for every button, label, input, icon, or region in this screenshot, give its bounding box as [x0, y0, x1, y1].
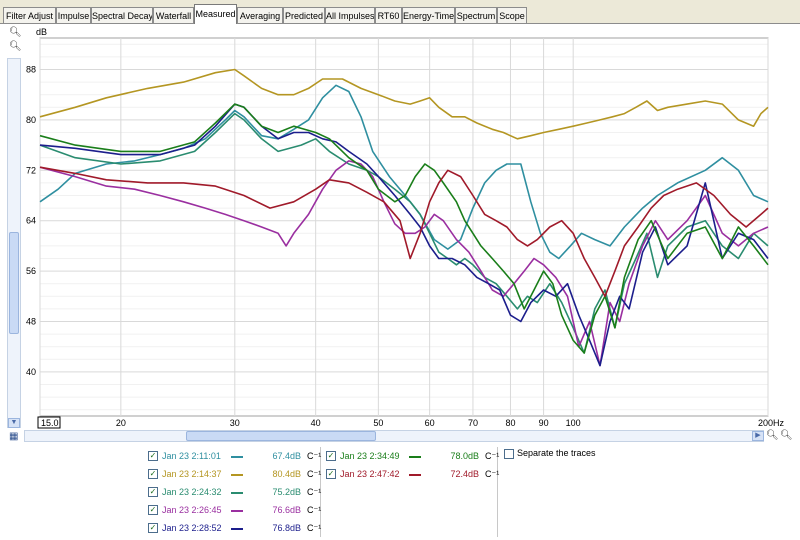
- legend-level-value: 80.4dB: [272, 469, 301, 479]
- legend-unit: C⁻¹: [307, 469, 322, 479]
- legend-swatch: [231, 510, 243, 512]
- separate-traces-label: Separate the traces: [517, 448, 596, 458]
- tab-scope[interactable]: Scope: [497, 7, 527, 23]
- legend-item: ✓ Jan 23 2:26:45 76.6dB C⁻¹: [148, 503, 322, 519]
- h-zoom-in-icon[interactable]: 🔍︎: [766, 430, 779, 441]
- tab-averaging[interactable]: Averaging: [237, 7, 283, 23]
- legend-unit: C⁻¹: [485, 451, 500, 461]
- legend-divider-1: [320, 447, 321, 537]
- x-tick-label: 40: [311, 418, 321, 428]
- legend-unit: C⁻¹: [307, 505, 322, 515]
- legend-level-value: 78.0dB: [450, 451, 479, 461]
- x-tick-box: [37, 416, 61, 429]
- zoom-out-icon[interactable]: 🔍︎: [9, 41, 22, 52]
- trace-visible-checkbox[interactable]: ✓: [148, 469, 158, 479]
- x-tick-label: 200Hz: [758, 418, 785, 428]
- save-icon[interactable]: ▦: [9, 431, 19, 442]
- legend-swatch: [409, 456, 421, 458]
- legend-trace-name: Jan 23 2:47:42: [340, 469, 400, 479]
- horizontal-scroll-thumb[interactable]: [186, 431, 376, 441]
- x-tick-label: 15.0: [41, 418, 59, 428]
- tab-predicted[interactable]: Predicted: [283, 7, 325, 23]
- trace-visible-checkbox[interactable]: ✓: [148, 523, 158, 533]
- tab-waterfall[interactable]: Waterfall: [153, 7, 194, 23]
- x-tick-labels: 15.0 20 30 40 50 60 70 80 90 100 200Hz: [37, 416, 785, 429]
- legend-level-value: 72.4dB: [450, 469, 479, 479]
- y-axis-label: dB: [36, 27, 47, 37]
- legend-trace-name: Jan 23 2:34:49: [340, 451, 400, 461]
- trace-visible-checkbox[interactable]: ✓: [148, 505, 158, 515]
- y-tick-label: 64: [26, 216, 36, 226]
- frequency-response-chart: dB 40 48 56 64 72 80 88 15.0 20 30 40 50 60 70 80 90 10…: [26, 27, 785, 429]
- trace-visible-checkbox[interactable]: ✓: [148, 487, 158, 497]
- x-tick-label: 50: [373, 418, 383, 428]
- tab-rt60[interactable]: RT60: [375, 7, 402, 23]
- trace-line-4: [39, 160, 769, 367]
- h-zoom-out-icon[interactable]: 🔍︎: [780, 430, 793, 441]
- trace-line-1: [39, 84, 769, 260]
- y-tick-label: 56: [26, 266, 36, 276]
- tab-impulse[interactable]: Impulse: [56, 7, 91, 23]
- legend-item: ✓ Jan 23 2:28:52 76.8dB C⁻¹: [148, 521, 322, 537]
- tab-energy-time[interactable]: Energy-Time: [402, 7, 455, 23]
- zoom-in-icon[interactable]: 🔍︎: [9, 27, 22, 38]
- y-tick-label: 48: [26, 317, 36, 327]
- legend-item: ✓ Jan 23 2:47:42 72.4dB C⁻¹: [326, 467, 500, 483]
- legend-trace-name: Jan 23 2:24:32: [162, 487, 222, 497]
- legend-swatch: [409, 474, 421, 476]
- legend-divider-2: [497, 447, 498, 537]
- legend-item: ✓ Jan 23 2:11:01 67.4dB C⁻¹: [148, 449, 322, 465]
- tab-filter-adjust[interactable]: Filter Adjust: [3, 7, 56, 23]
- x-tick-label: 20: [116, 418, 126, 428]
- legend-swatch: [231, 456, 243, 458]
- tab-strip: Filter Adjust Impulse Spectral Decay Wat…: [0, 0, 800, 24]
- y-tick-label: 80: [26, 115, 36, 125]
- y-tick-labels: 40 48 56 64 72 80 88: [26, 65, 36, 377]
- tab-spectrum[interactable]: Spectrum: [455, 7, 497, 23]
- legend-level-value: 76.6dB: [272, 505, 301, 515]
- legend-swatch: [231, 528, 243, 530]
- trace-visible-checkbox[interactable]: ✓: [326, 451, 336, 461]
- x-tick-label: 60: [425, 418, 435, 428]
- x-tick-label: 90: [539, 418, 549, 428]
- legend-item: ✓ Jan 23 2:24:32 75.2dB C⁻¹: [148, 485, 322, 501]
- legend-swatch: [231, 492, 243, 494]
- vertical-scroll-thumb[interactable]: [9, 232, 19, 334]
- x-tick-label: 30: [230, 418, 240, 428]
- x-tick-label: 70: [468, 418, 478, 428]
- scroll-down-button[interactable]: ▼: [8, 418, 20, 428]
- tab-all-impulses[interactable]: All Impulses: [325, 7, 375, 23]
- legend-trace-name: Jan 23 2:11:01: [162, 451, 221, 461]
- legend-level-value: 67.4dB: [272, 451, 301, 461]
- trace-line-2: [39, 68, 769, 140]
- traces: [39, 68, 769, 367]
- legend-unit: C⁻¹: [307, 523, 322, 533]
- trace-line-3: [39, 112, 769, 354]
- trace-line-6: [39, 103, 769, 354]
- y-tick-label: 88: [26, 65, 36, 75]
- legend: [0, 443, 800, 540]
- legend-trace-name: Jan 23 2:26:45: [162, 505, 222, 515]
- trace-visible-checkbox[interactable]: ✓: [326, 469, 336, 479]
- tab-measured[interactable]: Measured: [194, 4, 237, 24]
- legend-swatch: [231, 474, 243, 476]
- legend-trace-name: Jan 23 2:14:37: [162, 469, 222, 479]
- legend-unit: C⁻¹: [485, 469, 500, 479]
- y-tick-label: 40: [26, 367, 36, 377]
- legend-level-value: 76.8dB: [272, 523, 301, 533]
- x-tick-label: 100: [566, 418, 581, 428]
- x-tick-label: 80: [505, 418, 515, 428]
- legend-level-value: 75.2dB: [272, 487, 301, 497]
- legend-item: ✓ Jan 23 2:14:37 80.4dB C⁻¹: [148, 467, 322, 483]
- legend-trace-name: Jan 23 2:28:52: [162, 523, 222, 533]
- separate-traces-checkbox[interactable]: [504, 449, 514, 459]
- legend-unit: C⁻¹: [307, 451, 322, 461]
- scroll-right-button[interactable]: ▶: [752, 431, 764, 441]
- legend-unit: C⁻¹: [307, 487, 322, 497]
- legend-item: ✓ Jan 23 2:34:49 78.0dB C⁻¹: [326, 449, 500, 465]
- y-tick-label: 72: [26, 165, 36, 175]
- trace-visible-checkbox[interactable]: ✓: [148, 451, 158, 461]
- tab-spectral-decay[interactable]: Spectral Decay: [91, 7, 153, 23]
- trace-line-7: [39, 166, 769, 298]
